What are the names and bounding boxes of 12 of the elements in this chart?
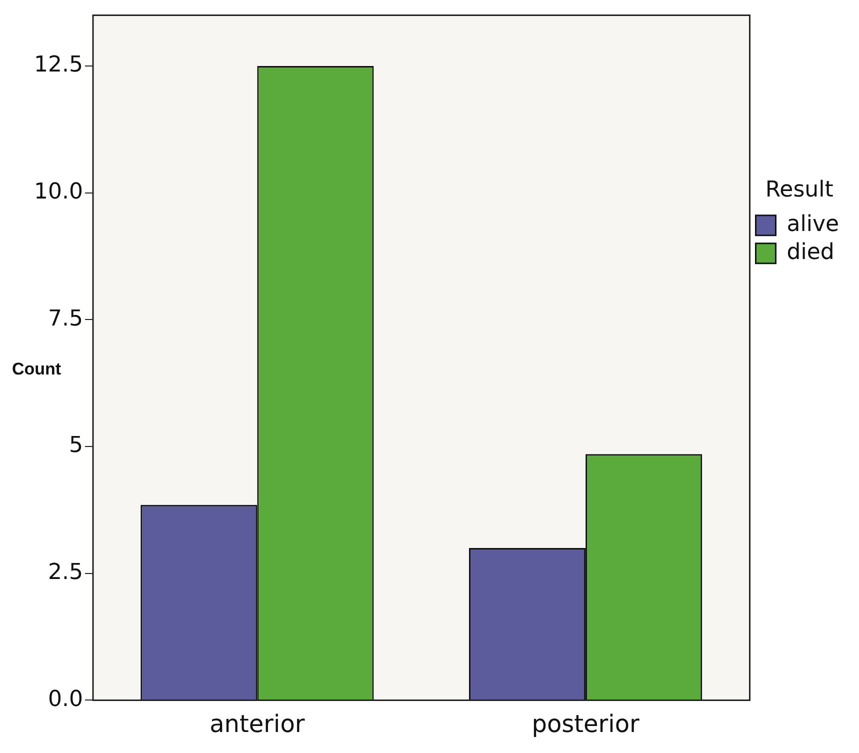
y-tick-label: 0.0 — [48, 686, 83, 712]
legend-label: died — [786, 240, 834, 266]
x-tick-label: anterior — [210, 710, 305, 738]
x-tick-label: posterior — [532, 710, 640, 738]
y-tick-label: 2.5 — [48, 560, 83, 586]
y-tick-label: 7.5 — [48, 306, 83, 332]
legend-label: alive — [786, 212, 840, 238]
y-tick-label: 12.5 — [34, 52, 83, 78]
y-axis-title: Count — [12, 359, 62, 378]
y-tick-label: 5 — [69, 433, 83, 458]
legend-title: Result — [765, 178, 834, 203]
y-tick-label: 10.0 — [34, 180, 83, 205]
